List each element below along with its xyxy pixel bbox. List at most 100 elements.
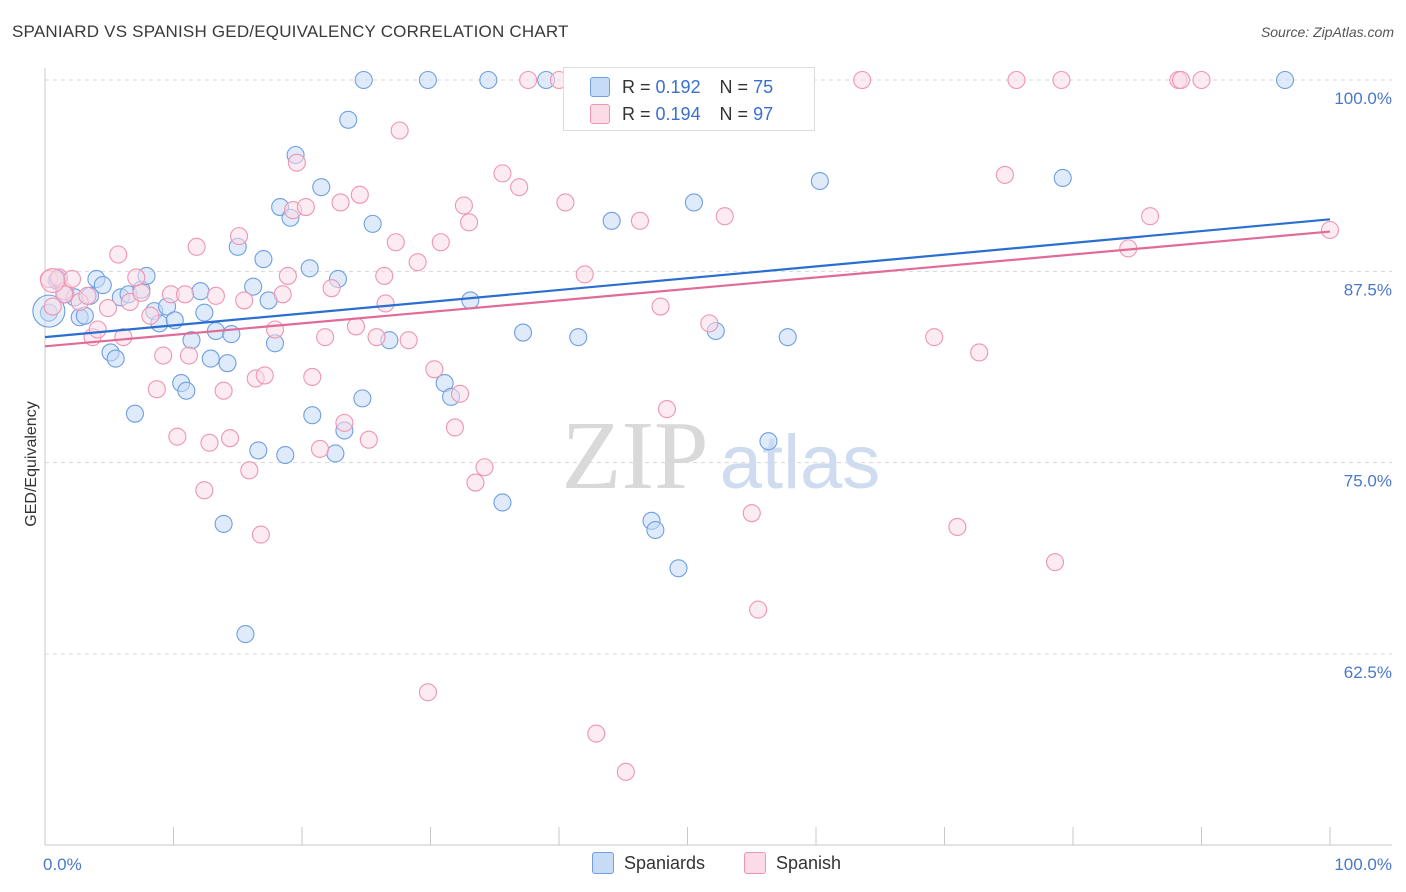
spanish-point xyxy=(214,381,233,400)
spanish-point xyxy=(1007,70,1026,90)
legend-row-spaniards: R = 0.192 N = 75 xyxy=(622,75,773,99)
spanish-point xyxy=(187,237,206,256)
spanish-point xyxy=(459,213,479,232)
spanish-point xyxy=(141,306,160,325)
spaniards-point xyxy=(339,110,358,129)
spaniards-point xyxy=(810,171,829,191)
spanish-point xyxy=(657,400,676,419)
spanish-point xyxy=(322,279,341,298)
spanish-point xyxy=(970,343,989,362)
spaniards-trend-line xyxy=(44,218,1331,339)
spanish-point xyxy=(715,207,734,226)
spanish-point xyxy=(200,433,219,452)
spaniards-point xyxy=(1053,168,1072,188)
spanish-point xyxy=(1192,70,1211,90)
spaniards-point xyxy=(93,276,112,295)
spaniards-point xyxy=(759,432,778,451)
spaniards-point xyxy=(684,193,703,212)
legend-n-value: 97 xyxy=(753,103,774,124)
spanish-point xyxy=(575,265,594,284)
spanish-point xyxy=(303,367,322,386)
spaniards-point xyxy=(354,70,373,90)
watermark: ZIP atlas xyxy=(562,402,881,510)
spanish-point xyxy=(310,439,330,458)
legend-n-label: N = xyxy=(719,103,749,124)
spanish-point xyxy=(1045,553,1065,572)
spanish-point xyxy=(176,285,195,304)
spaniards-point xyxy=(191,282,210,301)
spanish-point xyxy=(240,461,259,480)
legend-r-value: 0.194 xyxy=(655,103,701,124)
spanish-point xyxy=(287,153,306,172)
y-tick-label: 75.0% xyxy=(1344,472,1392,491)
spanish-point xyxy=(948,517,967,537)
spanish-point xyxy=(331,193,350,212)
spanish-point xyxy=(556,193,575,212)
bottom-legend-label-spaniards: Spaniards xyxy=(624,852,706,873)
spanish-point xyxy=(853,70,872,90)
spanish-point xyxy=(1052,70,1071,90)
spanish-point xyxy=(399,331,418,350)
spanish-point xyxy=(616,762,635,781)
spanish-point xyxy=(195,481,214,500)
spaniards-point xyxy=(177,381,196,400)
spanish-point xyxy=(179,346,198,365)
spanish-point xyxy=(206,286,225,305)
spaniards-point xyxy=(195,303,214,322)
spanish-point xyxy=(335,413,354,432)
spanish-point xyxy=(98,299,118,318)
spaniards-point xyxy=(303,406,322,425)
spanish-point xyxy=(273,285,292,304)
source-credit: Source: ZipAtlas.com xyxy=(1260,24,1394,40)
spanish-point xyxy=(1141,207,1160,226)
chart-title: SPANIARD VS SPANISH GED/EQUIVALENCY CORR… xyxy=(12,22,569,41)
correlation-legend: R = 0.192 N = 75 R = 0.194 N = 97 xyxy=(563,67,815,131)
watermark-zip: ZIP xyxy=(562,402,709,510)
x-tick-label: 100.0% xyxy=(1334,855,1392,874)
spanish-point xyxy=(925,328,944,347)
spaniards-point xyxy=(254,250,273,269)
spanish-point xyxy=(408,253,427,272)
watermark-atlas: atlas xyxy=(720,420,881,505)
legend-r-label: R = xyxy=(622,103,651,124)
spanish-point xyxy=(376,294,395,313)
spanish-point xyxy=(127,268,146,287)
spanish-point xyxy=(386,233,405,252)
spaniards-point xyxy=(569,328,588,347)
legend-r-value: 0.192 xyxy=(655,76,701,97)
spaniards-point xyxy=(201,349,220,368)
spaniards-point xyxy=(646,520,665,540)
spanish-point xyxy=(316,328,335,347)
legend-swatch-spanish xyxy=(590,104,610,124)
legend-n-label: N = xyxy=(719,76,749,97)
bottom-legend-spanish: Spanish xyxy=(744,852,841,874)
spaniards-point xyxy=(300,259,319,278)
bottom-legend-spaniards: Spaniards xyxy=(592,852,705,874)
spanish-point xyxy=(493,164,512,183)
legend-row-spanish: R = 0.194 N = 97 xyxy=(622,102,773,126)
spanish-point xyxy=(168,427,187,446)
spanish-point xyxy=(995,165,1014,184)
spaniards-point xyxy=(1275,70,1295,90)
spanish-point xyxy=(454,196,473,215)
spanish-point xyxy=(220,429,240,448)
spanish-point xyxy=(742,504,761,523)
spanish-point xyxy=(235,291,254,310)
tick-labels: 62.5% 75.0% 87.5% 100.0% 0.0% 100.0% xyxy=(43,89,1392,874)
spanish-point xyxy=(109,245,128,264)
spaniards-point xyxy=(479,70,498,90)
spanish-point xyxy=(1171,70,1190,90)
legend-swatch-spaniards xyxy=(590,77,610,97)
bottom-legend-label-spanish: Spanish xyxy=(776,852,842,873)
y-tick-label: 100.0% xyxy=(1334,89,1392,108)
spanish-point xyxy=(700,314,719,333)
spanish-point xyxy=(519,70,538,90)
spanish-point xyxy=(114,328,133,347)
spaniards-point xyxy=(353,389,372,408)
bottom-legend-swatch-spanish xyxy=(744,852,766,874)
trend-lines xyxy=(44,218,1331,348)
bottom-legend-swatch-spaniards xyxy=(592,852,614,874)
spanish-point xyxy=(466,473,485,492)
spaniards-point xyxy=(236,625,255,644)
spanish-point xyxy=(475,458,494,477)
